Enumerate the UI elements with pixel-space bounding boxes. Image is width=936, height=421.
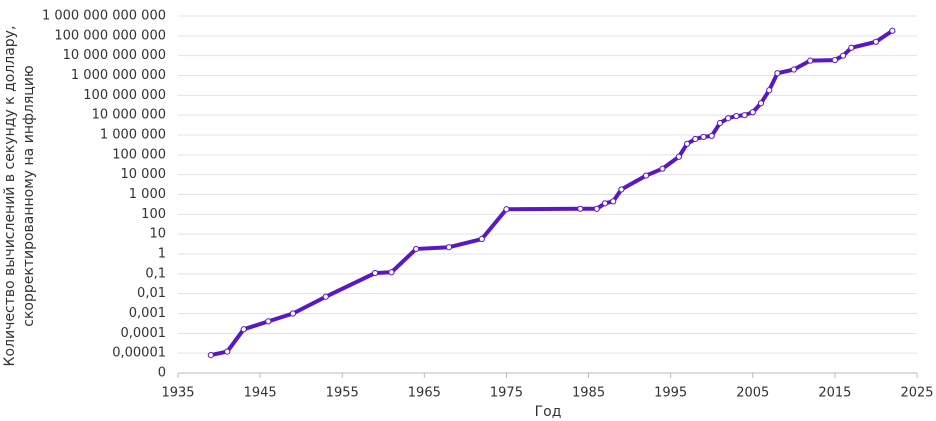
y-tick-label: 0,001 — [129, 306, 166, 321]
data-point — [388, 269, 395, 276]
y-tick-label: 0,0001 — [121, 326, 167, 341]
data-point — [757, 100, 765, 107]
data-point — [593, 205, 600, 212]
data-point — [741, 112, 748, 119]
data-point — [265, 318, 272, 325]
data-point — [840, 52, 847, 59]
data-point — [322, 293, 329, 300]
data-point — [577, 205, 584, 212]
y-tick-label: 1 000 000 000 — [71, 68, 166, 83]
y-tick-label: 100 000 000 — [83, 88, 166, 103]
x-tick-label: 2025 — [900, 386, 933, 401]
data-point — [413, 245, 420, 253]
data-point — [675, 153, 682, 160]
data-point — [766, 87, 773, 94]
data-point — [601, 200, 609, 207]
data-point — [618, 186, 625, 193]
y-tick-label: 1 000 — [129, 187, 166, 202]
data-point — [478, 235, 485, 243]
data-point — [708, 132, 715, 140]
data-point — [807, 57, 814, 64]
y-tick-label: 1 — [158, 247, 166, 262]
data-point — [725, 115, 732, 122]
y-tick-label: 0,00001 — [112, 346, 166, 361]
y-tick-label: 0,1 — [145, 266, 166, 281]
data-point — [371, 269, 379, 277]
x-tick-label: 1995 — [654, 386, 687, 401]
y-tick-label: 10 — [149, 227, 166, 242]
data-point — [716, 119, 724, 127]
y-axis-title: Количество вычислений в секунду к доллар… — [2, 26, 18, 367]
data-point — [872, 38, 880, 45]
y-tick-label: 10 000 000 000 — [63, 48, 166, 63]
data-point — [831, 56, 838, 64]
x-tick-label: 1935 — [161, 386, 194, 401]
data-point — [692, 135, 699, 143]
x-tick-label: 2005 — [736, 386, 769, 401]
y-axis-title: скорректированному на инфляцию — [21, 65, 37, 327]
data-point — [889, 27, 896, 34]
data-point — [445, 244, 453, 251]
data-point — [289, 310, 297, 317]
data-point — [240, 326, 247, 333]
y-tick-label: 10 000 000 — [92, 108, 166, 123]
data-point — [848, 44, 855, 51]
x-axis-title: Год — [535, 404, 562, 420]
data-point — [207, 351, 214, 359]
y-tick-label: 1 000 000 — [100, 128, 166, 143]
y-tick-label: 100 000 — [112, 147, 166, 162]
data-point — [774, 70, 781, 77]
x-tick-label: 1945 — [244, 386, 277, 401]
y-tick-label: 1 000 000 000 000 — [42, 9, 166, 24]
data-line — [210, 29, 894, 358]
y-tick-label: 10 000 — [121, 167, 167, 182]
data-point — [700, 133, 707, 141]
x-tick-label: 1955 — [326, 386, 359, 401]
y-tick-label: 100 — [141, 207, 166, 222]
y-tick-label: 100 000 000 000 — [54, 28, 166, 43]
data-point — [224, 348, 231, 355]
data-point — [610, 198, 617, 205]
data-point — [503, 206, 510, 213]
data-point — [642, 172, 650, 179]
y-tick-label: 0 — [158, 366, 166, 381]
x-tick-label: 1985 — [572, 386, 605, 401]
data-point — [790, 66, 797, 73]
y-tick-label: 0,01 — [137, 286, 166, 301]
x-tick-label: 1965 — [408, 386, 441, 401]
x-tick-label: 1975 — [490, 386, 523, 401]
data-point — [659, 165, 666, 172]
data-point — [683, 140, 691, 147]
x-tick-label: 2015 — [818, 386, 851, 401]
data-point — [749, 109, 756, 116]
data-point — [733, 112, 740, 120]
